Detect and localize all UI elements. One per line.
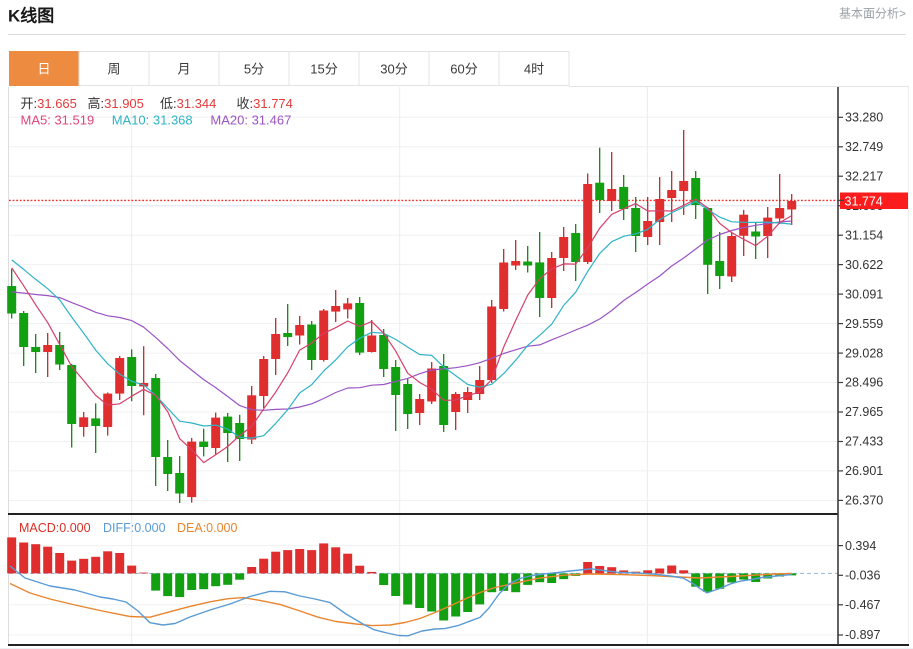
svg-text:28.496: 28.496 [845,376,883,390]
svg-text:日: 日 [37,62,50,77]
svg-text:30.091: 30.091 [845,287,883,301]
svg-text:30.622: 30.622 [845,258,883,272]
svg-text:-0.467: -0.467 [845,598,880,612]
svg-text:基本面分析>: 基本面分析> [839,7,906,21]
svg-text:周: 周 [107,62,120,77]
svg-text:5分: 5分 [244,62,264,77]
svg-text:-0.036: -0.036 [845,569,880,583]
svg-text:33.280: 33.280 [845,111,883,125]
svg-text:26.901: 26.901 [845,464,883,478]
svg-text:27.965: 27.965 [845,405,883,419]
svg-text:31.774: 31.774 [845,195,883,209]
svg-text:27.433: 27.433 [845,435,883,449]
svg-text:4时: 4时 [524,62,544,77]
svg-text:15分: 15分 [310,62,337,77]
svg-text:29.028: 29.028 [845,346,883,360]
svg-text:32.217: 32.217 [845,169,883,183]
svg-text:26.370: 26.370 [845,494,883,508]
svg-text:0.394: 0.394 [845,539,876,553]
svg-text:32.749: 32.749 [845,140,883,154]
svg-text:月: 月 [177,62,190,77]
svg-text:30分: 30分 [380,62,407,77]
svg-text:-0.897: -0.897 [845,628,880,642]
svg-text:K线图: K线图 [8,6,54,26]
svg-text:29.559: 29.559 [845,317,883,331]
svg-text:60分: 60分 [450,62,477,77]
svg-text:31.154: 31.154 [845,228,883,242]
